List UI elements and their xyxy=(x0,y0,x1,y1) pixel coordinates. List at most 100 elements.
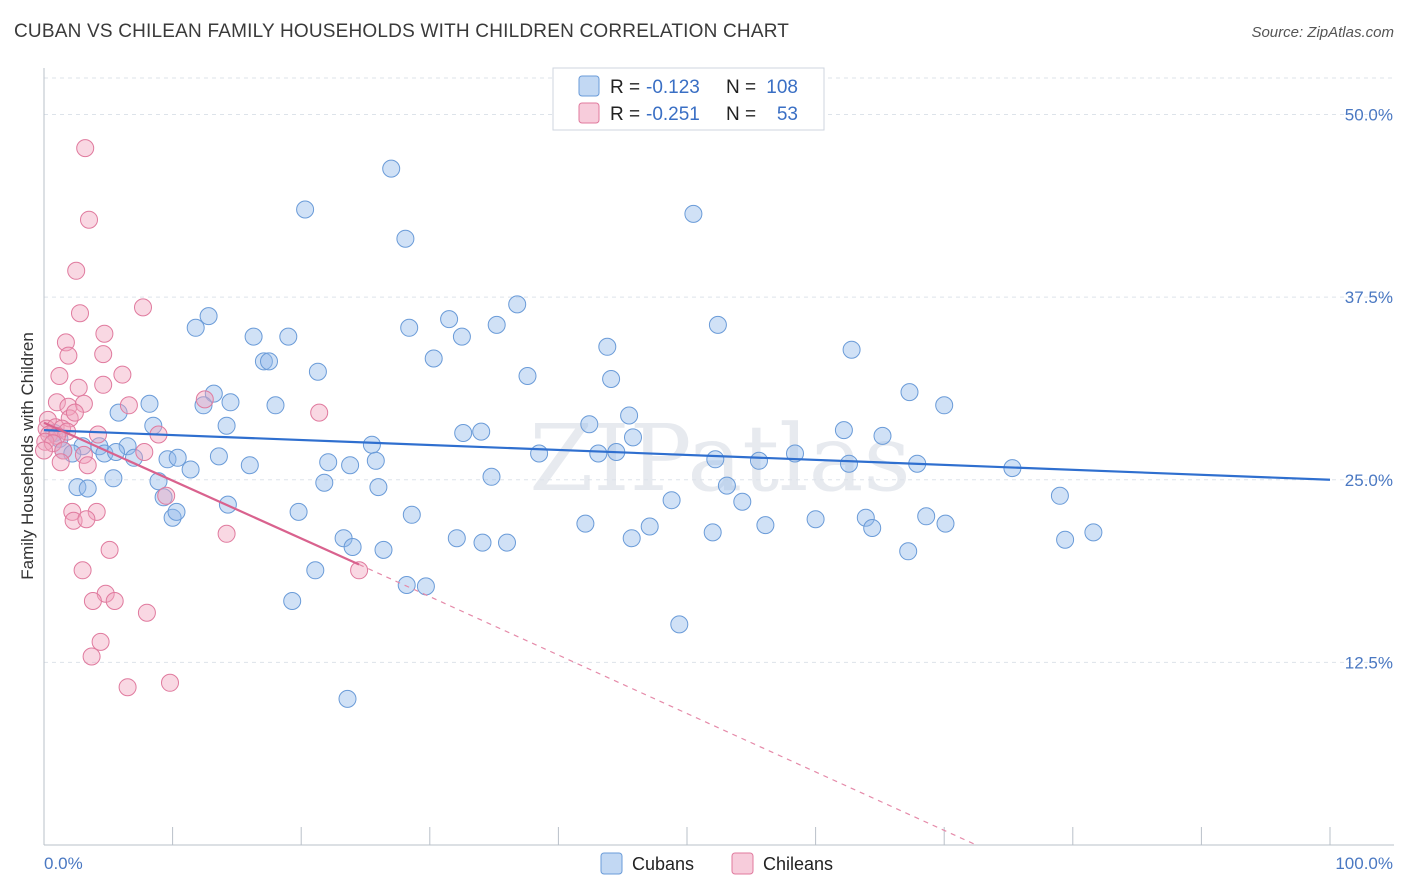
chilean-point xyxy=(87,502,106,521)
cuban-point xyxy=(209,447,228,466)
legend-r-value: -0.123 xyxy=(646,77,700,98)
cuban-point xyxy=(498,533,516,552)
chileans-legend-label: Chileans xyxy=(763,854,833,874)
chart-title: CUBAN VS CHILEAN FAMILY HOUSEHOLDS WITH … xyxy=(14,21,790,42)
chilean-point xyxy=(83,592,102,610)
cuban-point xyxy=(78,479,97,498)
axes xyxy=(43,68,1394,846)
chilean-point xyxy=(217,524,236,543)
y-tick-label: 25.0% xyxy=(1345,471,1393,490)
cuban-point xyxy=(440,310,459,329)
chilean-point xyxy=(95,324,114,343)
cuban-point xyxy=(369,478,388,497)
cuban-point xyxy=(104,469,123,488)
cuban-point xyxy=(266,396,285,415)
chileans-swatch xyxy=(731,852,754,875)
trend-lines xyxy=(43,421,1331,846)
chilean-point xyxy=(310,403,329,422)
chilean-point xyxy=(134,298,152,317)
legend-r-label: R = xyxy=(610,77,640,98)
cuban-point xyxy=(447,529,466,548)
chilean-point xyxy=(80,210,98,229)
x-tick-label: 0.0% xyxy=(44,854,83,873)
cuban-point xyxy=(240,456,259,475)
cuban-point xyxy=(315,473,334,492)
cuban-point xyxy=(362,435,381,454)
chilean-point xyxy=(77,510,96,529)
cuban-point xyxy=(308,362,327,381)
cuban-point xyxy=(260,352,278,371)
cuban-point xyxy=(936,514,955,533)
chilean-point xyxy=(91,632,110,651)
cuban-point xyxy=(684,204,703,223)
cuban-point xyxy=(873,426,892,445)
y-tick-labels: 12.5% 25.0% 37.5% 50.0% xyxy=(1345,106,1393,673)
chilean-point xyxy=(82,647,101,666)
cuban-point xyxy=(518,367,537,385)
gridlines xyxy=(44,77,1394,663)
cuban-point xyxy=(186,318,205,337)
cuban-point xyxy=(834,421,853,440)
cuban-point xyxy=(900,383,919,402)
chilean-point xyxy=(47,393,66,412)
cuban-point xyxy=(343,538,362,556)
cuban-point xyxy=(530,444,549,463)
cuban-point xyxy=(221,393,240,412)
chilean-point xyxy=(44,434,62,453)
cuban-point xyxy=(899,542,918,561)
cuban-point xyxy=(662,491,681,510)
cuban-point xyxy=(289,502,308,521)
cuban-point xyxy=(750,451,768,470)
cuban-point xyxy=(786,444,804,463)
cuban-point xyxy=(708,315,727,334)
cuban-point xyxy=(199,307,218,326)
cuban-point xyxy=(482,467,501,486)
chilean-point xyxy=(65,403,84,422)
cuban-point xyxy=(424,349,443,368)
cuban-point xyxy=(863,519,882,537)
chilean-point xyxy=(113,365,132,384)
cuban-point xyxy=(400,318,419,337)
legend-n-value: 108 xyxy=(766,77,798,98)
cuban-point xyxy=(842,340,861,359)
cuban-point xyxy=(602,370,621,388)
chilean-point xyxy=(105,592,124,610)
cuban-point xyxy=(454,424,473,442)
cuban-point xyxy=(576,514,595,533)
cuban-point xyxy=(338,689,357,708)
cuban-point xyxy=(620,406,639,425)
cuban-point xyxy=(366,451,385,470)
cuban-point xyxy=(580,415,599,434)
cuban-point xyxy=(296,200,315,219)
cubans-legend-label: Cubans xyxy=(632,854,694,874)
chilean-point xyxy=(100,540,119,559)
chilean-point xyxy=(71,304,89,323)
chileans-legend-swatch xyxy=(578,102,600,124)
cubans-series xyxy=(45,159,1103,708)
series-legend: Cubans Chileans xyxy=(600,852,833,875)
chilean-point xyxy=(94,345,113,364)
cuban-point xyxy=(589,444,608,463)
cuban-trend-line xyxy=(43,428,1331,481)
cuban-point xyxy=(703,523,722,542)
stats-legend: R = -0.123 N = 108 R = -0.251 N = 53 xyxy=(552,67,825,131)
cuban-point xyxy=(306,561,325,580)
cuban-point xyxy=(402,505,421,524)
cuban-point xyxy=(756,516,775,535)
cubans-swatch xyxy=(600,852,623,875)
chilean-point xyxy=(74,445,93,464)
cuban-point xyxy=(168,448,187,467)
cuban-point xyxy=(140,394,159,413)
y-tick-label: 12.5% xyxy=(1345,653,1393,672)
cuban-point xyxy=(279,327,298,346)
chilean-point xyxy=(78,456,97,475)
chileans-series xyxy=(35,139,369,697)
cuban-point xyxy=(670,615,689,634)
cuban-point xyxy=(624,428,642,447)
cuban-point xyxy=(472,422,491,441)
cuban-point xyxy=(118,437,137,456)
x-tick-labels: 0.0% 100.0% xyxy=(44,854,1393,873)
chilean-point xyxy=(69,378,88,397)
chilean-point xyxy=(50,367,69,385)
